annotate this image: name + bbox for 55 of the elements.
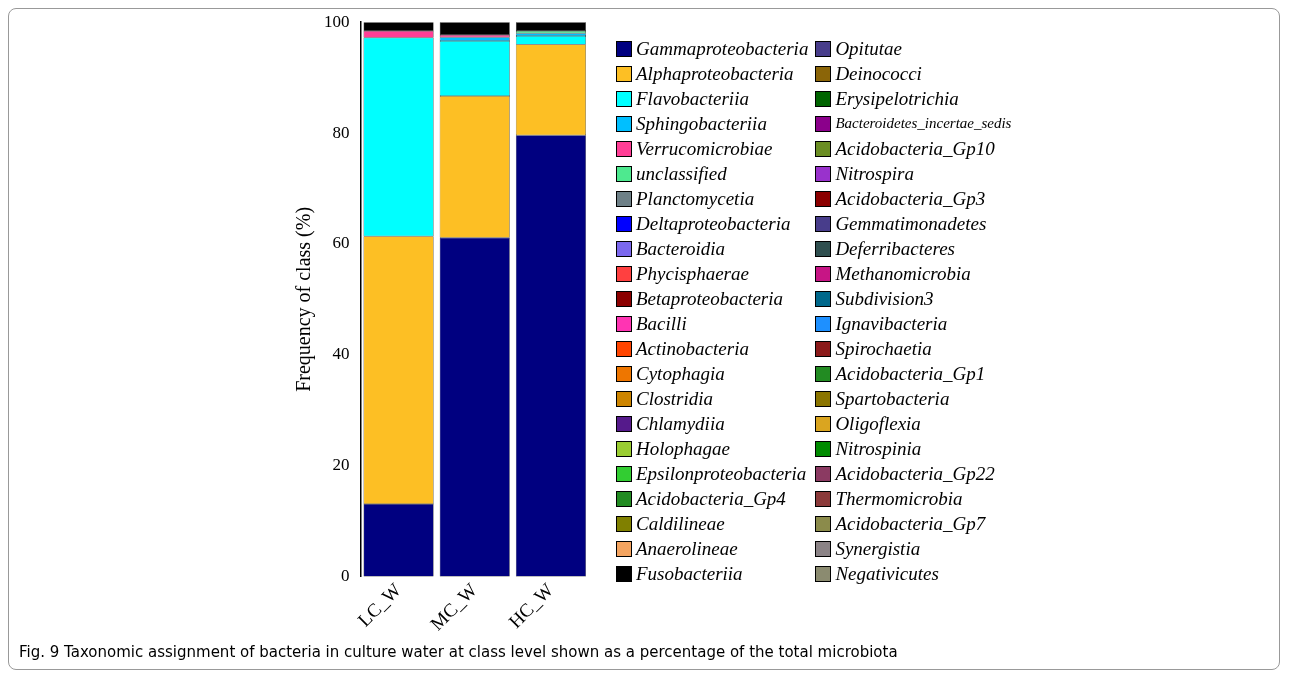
- legend-label: Acidobacteria_Gp10: [835, 137, 995, 160]
- legend-label: Nitrospinia: [835, 437, 922, 460]
- legend-label: Anaerolineae: [636, 537, 738, 560]
- bar: [363, 22, 434, 32]
- legend-label: Thermomicrobia: [835, 487, 963, 510]
- legend-label: Subdivision3: [835, 287, 934, 310]
- legend-label: Gemmatimonadetes: [835, 212, 987, 235]
- legend-label: Fusobacteriia: [636, 562, 743, 585]
- legend-label: Spirochaetia: [835, 337, 932, 360]
- legend-label: Bacilli: [636, 312, 687, 335]
- legend-label: Gammaproteobacteria: [636, 37, 809, 60]
- legend-label: Deltaproteobacteria: [636, 212, 791, 235]
- legend-label: Actinobacteria: [636, 337, 749, 360]
- legend-label: Bacteroidia: [636, 237, 725, 260]
- legend-label: Acidobacteria_Gp4: [636, 487, 786, 510]
- y-tick-label: 100: [324, 11, 350, 31]
- legend-label: Betaproteobacteria: [636, 287, 784, 310]
- legend-label: Planctomycetia: [636, 187, 755, 210]
- legend-label: Phycisphaerae: [636, 262, 749, 285]
- y-tick-label: 40: [332, 344, 350, 364]
- legend-label: Acidobacteria_Gp3: [835, 187, 986, 210]
- y-tick-label: 60: [332, 233, 350, 253]
- legend-label: Verrucomicrobiae: [636, 137, 773, 160]
- bar: [439, 22, 510, 35]
- legend-label: Ignavibacteria: [835, 312, 948, 335]
- legend-label: Alphaproteobacteria: [636, 62, 794, 85]
- legend-label: Opitutae: [835, 37, 902, 60]
- legend-label: Flavobacteriia: [636, 87, 749, 110]
- legend-label: Nitrospira: [835, 162, 914, 185]
- legend-label: Erysipelotrichia: [835, 87, 959, 110]
- legend-label: Acidobacteria_Gp1: [835, 362, 986, 385]
- legend-label: Cytophagia: [636, 362, 725, 385]
- y-axis-title: Frequency of class (%): [292, 206, 316, 392]
- legend-label: Deferribacteres: [835, 237, 955, 260]
- caption: Fig. 9 Taxonomic assignment of bacteria in culture water at class level shown as a percentage of the total microbiota: [19, 643, 899, 661]
- legend-label: Acidobacteria_Gp7: [835, 512, 986, 535]
- legend-label: Methanomicrobia: [835, 262, 971, 285]
- y-tick-label: 80: [332, 122, 350, 142]
- legend-label: Caldilineae: [636, 512, 725, 535]
- y-tick-label: 20: [332, 455, 350, 475]
- legend-label: Sphingobacteriia: [636, 112, 767, 135]
- legend-label: Clostridia: [636, 387, 714, 410]
- bar: [515, 22, 586, 32]
- legend-label: Epsilonproteobacteria: [636, 462, 807, 485]
- legend-label: Synergistia: [835, 537, 921, 560]
- legend-label: Chlamydiia: [636, 412, 725, 435]
- legend-label: Negativicutes: [835, 562, 939, 585]
- y-tick-label: 0: [341, 566, 350, 586]
- legend-label: Spartobacteria: [835, 387, 950, 410]
- legend-label: Bacteroidetes_incertae_sedis: [835, 115, 1012, 132]
- legend-label: Deinococci: [835, 62, 922, 85]
- legend-label: Holophagae: [636, 437, 730, 460]
- legend-label: Acidobacteria_Gp22: [835, 462, 995, 485]
- legend-label: Oligoflexia: [835, 412, 921, 435]
- legend-label: unclassified: [636, 162, 727, 185]
